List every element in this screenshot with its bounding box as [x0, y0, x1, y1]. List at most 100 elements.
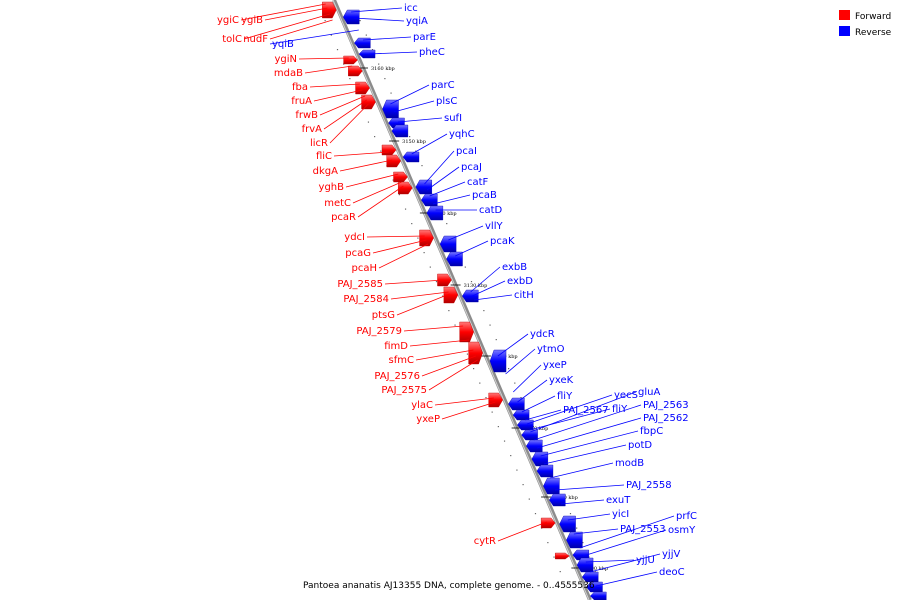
reverse-gene-label[interactable]: yxeP [543, 360, 567, 371]
reverse-gene-label[interactable]: PAJ_2562 [643, 413, 689, 424]
reverse-gene-label[interactable]: yqiB [272, 39, 294, 50]
forward-gene-label[interactable]: cytR [474, 536, 496, 547]
reverse-gene-label[interactable]: PAJ_2558 [626, 480, 672, 491]
reverse-gene-label[interactable]: exuT [606, 495, 631, 506]
reverse-gene-glyph[interactable] [354, 37, 371, 49]
forward-gene-label[interactable]: fruA [291, 96, 312, 107]
reverse-gene-label[interactable]: vllY [485, 221, 503, 232]
forward-gene-label[interactable]: frwB [295, 110, 318, 121]
reverse-gene-label[interactable]: citH [514, 290, 534, 301]
reverse-gene-label[interactable]: PAJ_2563 [643, 400, 689, 411]
reverse-gene-glyph[interactable] [526, 439, 543, 453]
reverse-gene-label[interactable]: potD [628, 440, 652, 451]
reverse-gene-label[interactable]: ytmO [537, 344, 565, 355]
reverse-gene-label[interactable]: pheC [419, 47, 445, 58]
forward-gene-glyph[interactable] [361, 94, 376, 110]
reverse-gene-glyph[interactable] [559, 515, 576, 533]
reverse-gene-label[interactable]: pcaK [490, 236, 515, 247]
reverse-gene-label[interactable]: pcaB [472, 190, 497, 201]
reverse-gene-glyph[interactable] [343, 9, 360, 25]
forward-gene-label[interactable]: licR [310, 138, 328, 149]
reverse-gene-label[interactable]: PAJ_2553 [620, 524, 666, 535]
reverse-gene-label[interactable]: yxeK [549, 375, 574, 386]
forward-gene-label[interactable]: ygiB [241, 15, 263, 26]
forward-gene-label[interactable]: PAJ_2579 [356, 326, 402, 337]
reverse-gene-label[interactable]: icc [404, 3, 418, 14]
reverse-gene-label[interactable]: yjjU [636, 555, 655, 566]
reverse-gene-glyph[interactable] [536, 464, 554, 478]
forward-gene-glyph[interactable] [322, 1, 337, 19]
forward-gene-label[interactable]: ptsG [372, 310, 395, 321]
reverse-gene-glyph[interactable] [415, 179, 432, 195]
forward-gene-label[interactable]: yxeP [416, 414, 440, 425]
reverse-gene-label[interactable]: plsC [436, 96, 457, 107]
reverse-gene-glyph[interactable] [489, 349, 507, 373]
forward-gene-label[interactable]: mdaB [274, 68, 303, 79]
reverse-gene-label[interactable]: exbD [507, 276, 533, 287]
reverse-gene-glyph[interactable] [402, 151, 420, 163]
forward-gene-glyph[interactable] [468, 341, 483, 365]
reverse-gene-label[interactable]: ydcR [530, 329, 555, 340]
forward-gene-glyph[interactable] [393, 171, 408, 183]
forward-gene-glyph[interactable] [386, 154, 401, 168]
reverse-gene-glyph[interactable] [566, 531, 583, 549]
reverse-gene-label[interactable]: yicI [612, 509, 629, 520]
forward-gene-label[interactable]: ygiC [217, 15, 239, 26]
forward-gene-label[interactable]: PAJ_2584 [343, 294, 389, 305]
forward-gene-label[interactable]: tolC [222, 34, 242, 45]
reverse-gene-label[interactable]: pcaI [456, 146, 477, 157]
reverse-gene-label[interactable]: catD [479, 205, 503, 216]
reverse-gene-glyph[interactable] [421, 193, 438, 207]
reverse-gene-glyph[interactable] [391, 124, 409, 138]
reverse-gene-glyph[interactable] [590, 591, 607, 600]
forward-gene-glyph[interactable] [459, 321, 474, 343]
forward-gene-glyph[interactable] [398, 181, 413, 195]
forward-gene-label[interactable]: pcaR [331, 212, 356, 223]
reverse-gene-label[interactable]: fliY [612, 404, 628, 415]
forward-gene-label[interactable]: PAJ_2576 [374, 371, 420, 382]
forward-gene-glyph[interactable] [555, 552, 570, 560]
forward-gene-label[interactable]: PAJ_2585 [337, 279, 383, 290]
reverse-gene-label[interactable]: gluA [638, 387, 660, 398]
reverse-gene-label[interactable]: modB [615, 458, 644, 469]
forward-gene-label[interactable]: pcaG [345, 248, 371, 259]
forward-gene-glyph[interactable] [443, 286, 459, 304]
reverse-gene-glyph[interactable] [508, 397, 525, 411]
forward-gene-glyph[interactable] [381, 144, 397, 156]
reverse-gene-label[interactable]: prfC [676, 511, 697, 522]
reverse-gene-label[interactable]: exbB [502, 262, 527, 273]
reverse-gene-glyph[interactable] [549, 493, 566, 507]
forward-gene-label[interactable]: sfmC [389, 355, 414, 366]
forward-gene-glyph[interactable] [419, 229, 434, 247]
reverse-gene-label[interactable]: yqhC [449, 129, 475, 140]
reverse-gene-glyph[interactable] [426, 205, 444, 221]
reverse-gene-label[interactable]: pcaJ [461, 162, 482, 173]
reverse-gene-label[interactable]: parE [413, 32, 436, 43]
forward-gene-label[interactable]: nudF [243, 34, 268, 45]
reverse-gene-glyph[interactable] [517, 419, 534, 431]
reverse-gene-glyph[interactable] [439, 235, 457, 253]
reverse-gene-label[interactable]: yqiA [406, 16, 428, 27]
reverse-gene-label[interactable]: catF [467, 177, 489, 188]
reverse-gene-glyph[interactable] [462, 289, 479, 303]
reverse-gene-label[interactable]: yjjV [662, 549, 680, 560]
forward-gene-glyph[interactable] [343, 55, 358, 65]
forward-gene-label[interactable]: yghB [319, 182, 345, 193]
reverse-gene-glyph[interactable] [358, 49, 376, 59]
forward-gene-label[interactable]: PAJ_2575 [381, 385, 427, 396]
forward-gene-label[interactable]: pcaH [352, 263, 378, 274]
forward-gene-glyph[interactable] [488, 392, 503, 408]
reverse-gene-glyph[interactable] [512, 409, 530, 421]
forward-gene-label[interactable]: ylaC [411, 400, 433, 411]
forward-gene-label[interactable]: fimD [384, 341, 408, 352]
forward-gene-label[interactable]: dkgA [313, 166, 338, 177]
forward-gene-label[interactable]: metC [324, 198, 351, 209]
forward-gene-glyph[interactable] [437, 273, 452, 287]
reverse-gene-label[interactable]: sufI [444, 113, 462, 124]
forward-gene-label[interactable]: ygiN [274, 54, 297, 65]
forward-gene-label[interactable]: fliC [316, 151, 332, 162]
reverse-gene-label[interactable]: parC [431, 80, 455, 91]
reverse-gene-glyph[interactable] [446, 251, 463, 267]
forward-gene-glyph[interactable] [348, 65, 363, 77]
reverse-gene-label[interactable]: osmY [668, 525, 696, 536]
